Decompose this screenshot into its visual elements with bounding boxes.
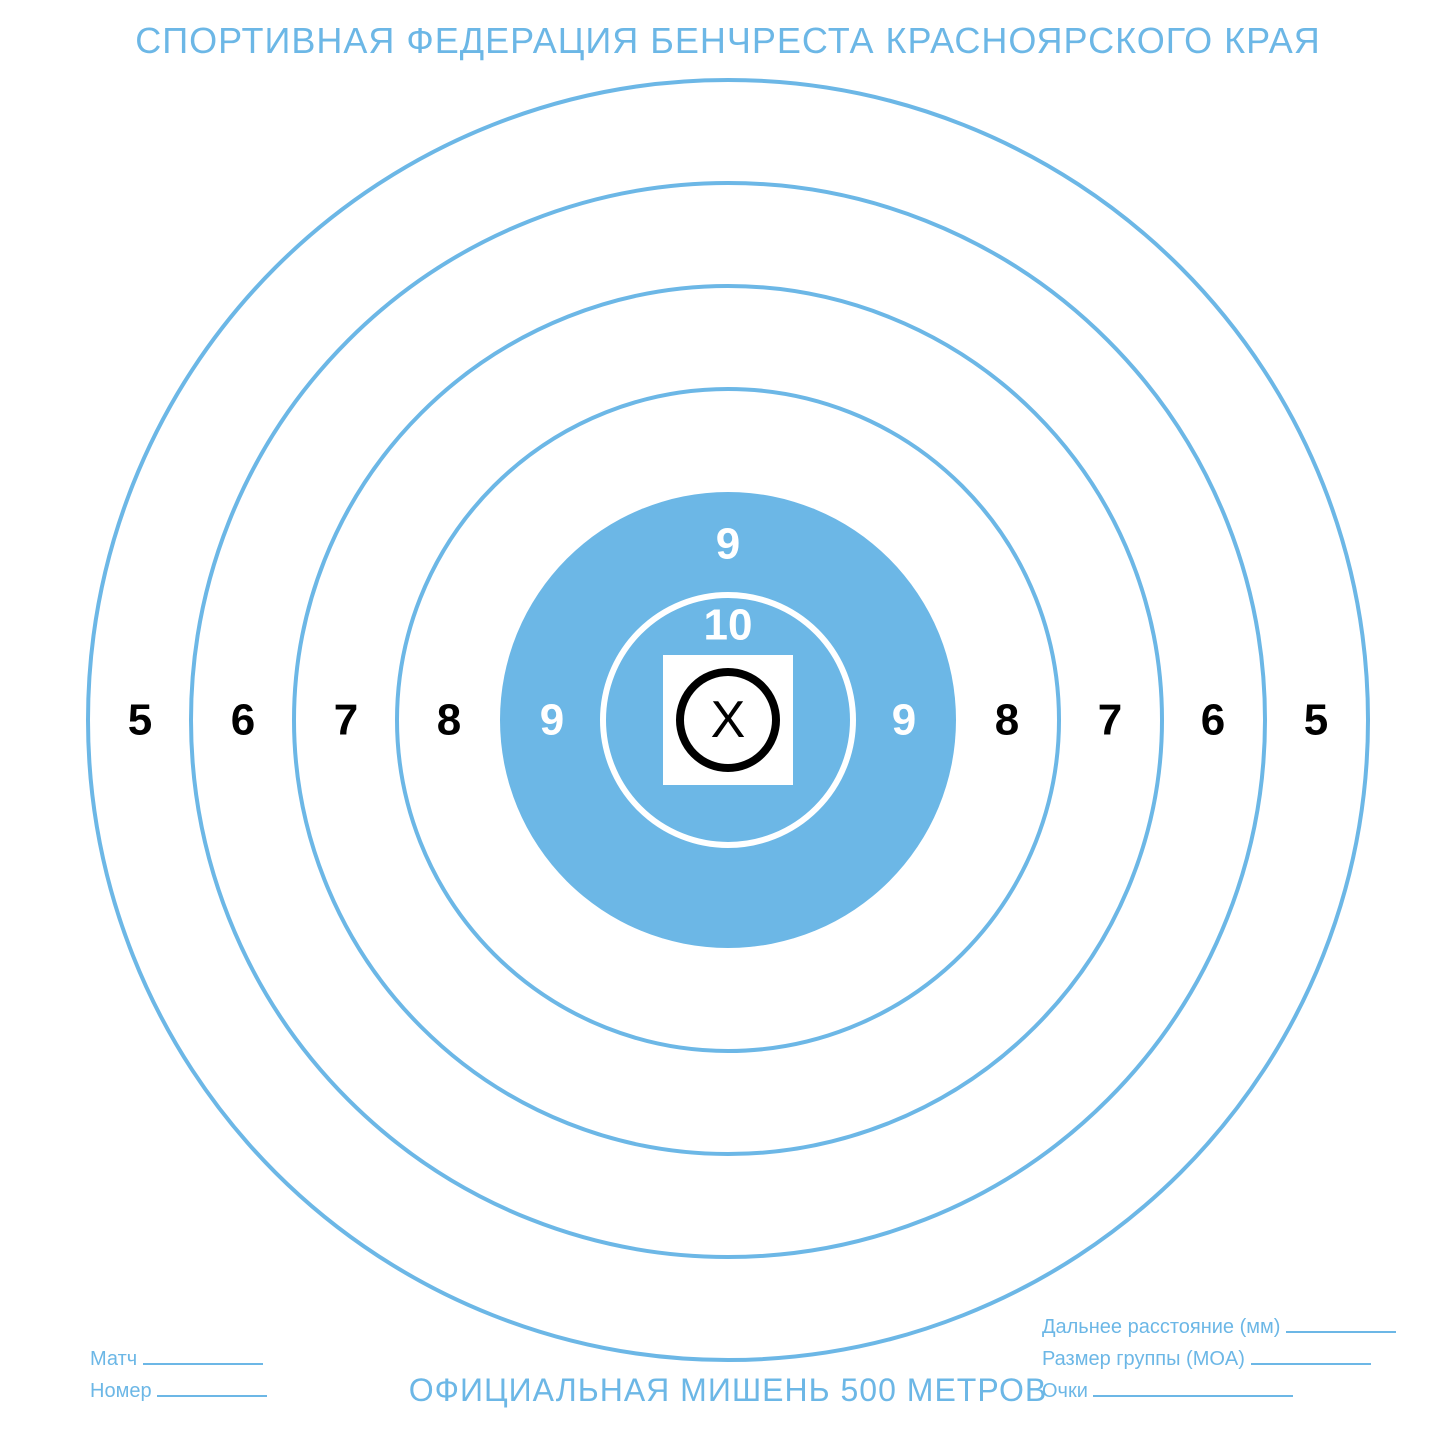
form-right-label-0: Дальнее расстояние (мм) bbox=[1042, 1316, 1280, 1338]
form-left-blank-0[interactable] bbox=[143, 1345, 263, 1365]
x-label: X bbox=[711, 691, 746, 749]
form-left-label-0: Матч bbox=[90, 1348, 137, 1370]
ring-label-h-0: 5 bbox=[128, 696, 152, 745]
form-right-blank-2[interactable] bbox=[1093, 1377, 1293, 1397]
target-diagram: X 5 6 7 8 9 9 8 7 6 5 9 10 bbox=[0, 0, 1456, 1439]
ring-label-top-1: 10 bbox=[704, 601, 753, 650]
ring-label-top-0: 9 bbox=[716, 520, 740, 569]
form-right-label-1: Размер группы (MOA) bbox=[1042, 1348, 1245, 1370]
form-right-line-2: Очки bbox=[1042, 1377, 1396, 1403]
form-left-blank-1[interactable] bbox=[157, 1377, 267, 1397]
form-right-label-2: Очки bbox=[1042, 1380, 1088, 1402]
ring-label-h-5: 9 bbox=[892, 696, 916, 745]
form-left-line-1: Номер bbox=[90, 1377, 267, 1403]
ring-label-h-1: 6 bbox=[231, 696, 255, 745]
form-left: Матч Номер bbox=[90, 1345, 267, 1409]
form-right-blank-0[interactable] bbox=[1286, 1313, 1396, 1333]
form-right-line-1: Размер группы (MOA) bbox=[1042, 1345, 1396, 1371]
ring-label-h-7: 7 bbox=[1098, 696, 1122, 745]
form-right: Дальнее расстояние (мм) Размер группы (M… bbox=[1042, 1313, 1396, 1409]
ring-label-h-9: 5 bbox=[1304, 696, 1328, 745]
ring-label-h-8: 6 bbox=[1201, 696, 1225, 745]
ring-label-h-3: 8 bbox=[437, 696, 461, 745]
form-right-blank-1[interactable] bbox=[1251, 1345, 1371, 1365]
form-right-line-0: Дальнее расстояние (мм) bbox=[1042, 1313, 1396, 1339]
ring-label-h-2: 7 bbox=[334, 696, 358, 745]
form-left-label-1: Номер bbox=[90, 1380, 152, 1402]
ring-label-h-4: 9 bbox=[540, 696, 564, 745]
form-left-line-0: Матч bbox=[90, 1345, 267, 1371]
ring-label-h-6: 8 bbox=[995, 696, 1019, 745]
